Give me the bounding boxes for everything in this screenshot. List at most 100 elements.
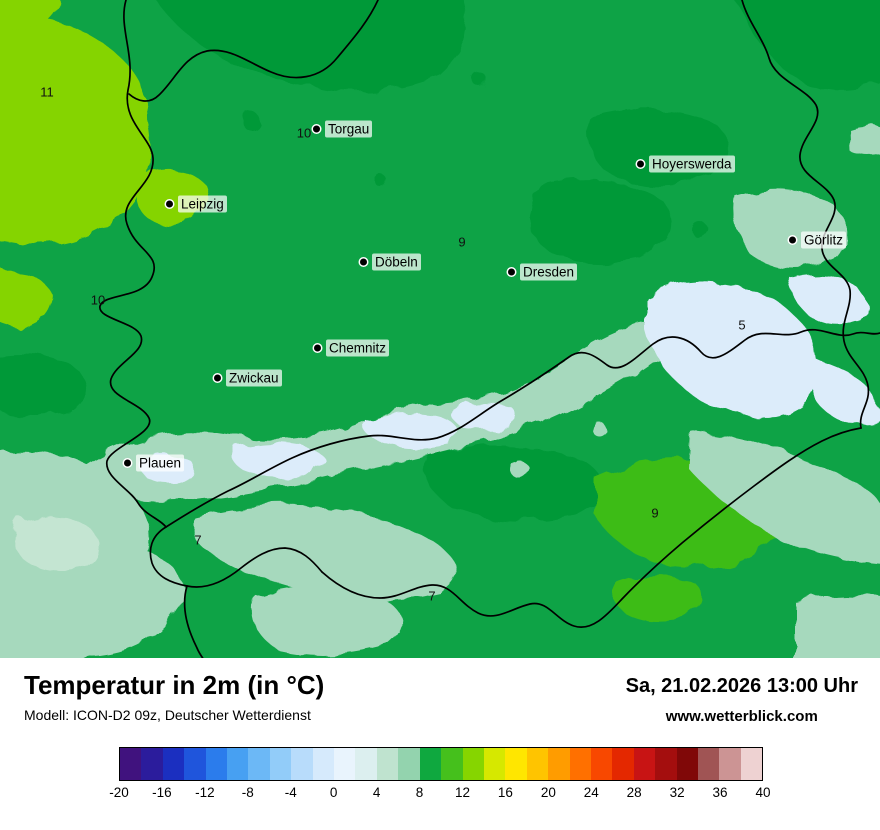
- city-marker-plauen: Plauen: [124, 454, 185, 472]
- colorbar-segment: [205, 748, 228, 780]
- colorbar-tick-label: 36: [712, 785, 728, 800]
- city-dot-icon: [789, 236, 796, 244]
- map-footer: Temperatur in 2m (in °C) Modell: ICON-D2…: [0, 658, 880, 805]
- city-label: Döbeln: [372, 253, 421, 271]
- city-label: Hoyerswerda: [649, 155, 735, 173]
- colorbar-segment: [184, 748, 206, 780]
- city-dot-icon: [214, 374, 221, 382]
- colorbar-segment: [462, 748, 484, 780]
- colorbar-segment: [398, 748, 420, 780]
- map-annotations: Torgau Leipzig Hoyerswerda Görlitz Döbeln Dre…: [40, 84, 847, 604]
- colorbar-ticks: -20 -16 -12 -8 -4 0 4 8 12 16 20 24 28 32 36 40: [109, 785, 770, 805]
- colorbar-segment: [355, 748, 377, 780]
- colorbar-segment: [376, 748, 399, 780]
- city-dot-icon: [314, 344, 321, 352]
- city-label: Leipzig: [178, 195, 227, 213]
- colorbar-segment: [162, 748, 185, 780]
- website-label: www.wetterblick.com: [665, 708, 818, 725]
- temperature-field-svg: [0, 0, 880, 658]
- colorbar-tick-label: 20: [540, 785, 556, 800]
- colorbar-tick-label: 4: [372, 785, 381, 800]
- border-south-ridge: [165, 328, 880, 528]
- colorbar-tick-label: 12: [454, 785, 470, 800]
- temperature-value-label: 9: [651, 505, 659, 521]
- city-marker-dbeln: Döbeln: [360, 253, 421, 271]
- border-southwest-down: [183, 585, 204, 658]
- colorbar-segment: [740, 748, 763, 780]
- region-seafoam-light: [13, 515, 98, 571]
- colorbar-segment: [441, 748, 463, 780]
- city-dot-icon: [166, 200, 173, 208]
- temperature-value-label: 7: [428, 588, 436, 604]
- colorbar-tick-label: 0: [329, 785, 338, 800]
- colorbar-tick-label: -12: [195, 785, 215, 800]
- colorbar-segment: [419, 748, 442, 780]
- colorbar-tick-label: 16: [497, 785, 513, 800]
- colorbar-segment: [612, 748, 634, 780]
- border-southwest-loop: [149, 526, 323, 588]
- temperature-value-label: 5: [738, 317, 746, 333]
- temperature-value-label: 11: [40, 84, 54, 100]
- border-northeast: [741, 0, 870, 429]
- colorbar-segment: [590, 748, 613, 780]
- colorbar-segment: [483, 748, 506, 780]
- colorbar-segment: [697, 748, 720, 780]
- colorbar-segment: [141, 748, 163, 780]
- temperature-value-label: 10: [296, 125, 312, 141]
- colorbar-segment: [291, 748, 313, 780]
- colorbar-segment: [312, 748, 335, 780]
- colorbar: [119, 747, 763, 781]
- city-dot-icon: [360, 258, 367, 266]
- temperature-value-label: 9: [458, 234, 466, 250]
- city-dot-icon: [637, 160, 644, 168]
- colorbar-segment: [334, 748, 356, 780]
- city-label: Dresden: [520, 263, 578, 281]
- border-northwest: [128, 0, 379, 102]
- map-title: Temperatur in 2m (in °C): [24, 670, 325, 700]
- city-dot-icon: [508, 268, 515, 276]
- temperature-value-label: 10: [90, 292, 106, 308]
- border-south-lower: [321, 427, 862, 629]
- colorbar-tick-label: 8: [415, 785, 424, 800]
- city-dot-icon: [313, 125, 320, 133]
- city-label: Chemnitz: [326, 339, 390, 357]
- colorbar-tick-label: -16: [152, 785, 172, 800]
- city-dot-icon: [124, 459, 131, 467]
- colorbar-segment: [120, 748, 142, 780]
- colorbar-tick-label: 24: [583, 785, 599, 800]
- city-marker-zwickau: Zwickau: [214, 369, 282, 387]
- colorbar-segment: [548, 748, 570, 780]
- colorbar-segment: [269, 748, 292, 780]
- colorbar-tick-label: -4: [284, 785, 297, 800]
- colorbar-tick-label: 40: [755, 785, 771, 800]
- colorbar-tick-label: 28: [626, 785, 642, 800]
- city-label: Torgau: [325, 120, 373, 138]
- forecast-datetime: Sa, 21.02.2026 13:00 Uhr: [625, 675, 858, 697]
- colorbar-segment: [676, 748, 698, 780]
- temperature-legend: -20 -16 -12 -8 -4 0 4 8 12 16 20 24 28 32 36 40: [109, 747, 771, 805]
- colorbar-segment: [569, 748, 591, 780]
- state-borders: [99, 0, 880, 658]
- border-west: [99, 0, 167, 528]
- city-marker-leipzig: Leipzig: [166, 195, 227, 213]
- colorbar-segment: [526, 748, 549, 780]
- city-marker-grlitz: Görlitz: [789, 231, 847, 249]
- colorbar-segment: [505, 748, 527, 780]
- colorbar-segment: [633, 748, 656, 780]
- colorbar-segment: [655, 748, 677, 780]
- temperature-value-label: 7: [194, 532, 202, 548]
- city-marker-torgau: Torgau: [313, 120, 373, 138]
- city-label: Plauen: [136, 454, 185, 472]
- city-marker-chemnitz: Chemnitz: [314, 339, 390, 357]
- city-marker-dresden: Dresden: [508, 263, 578, 281]
- temperature-regions: [0, 0, 880, 658]
- colorbar-segment: [719, 748, 741, 780]
- colorbar-tick-label: -20: [109, 785, 129, 800]
- model-info: Modell: ICON-D2 09z, Deutscher Wetterdie…: [24, 707, 311, 723]
- city-marker-hoyerswerda: Hoyerswerda: [637, 155, 735, 173]
- colorbar-tick-label: -8: [241, 785, 254, 800]
- city-label: Görlitz: [801, 231, 847, 249]
- weather-map: Torgau Leipzig Hoyerswerda Görlitz Döbeln Dre…: [0, 0, 880, 658]
- region-green-dark: [0, 0, 880, 521]
- colorbar-tick-label: 32: [669, 785, 685, 800]
